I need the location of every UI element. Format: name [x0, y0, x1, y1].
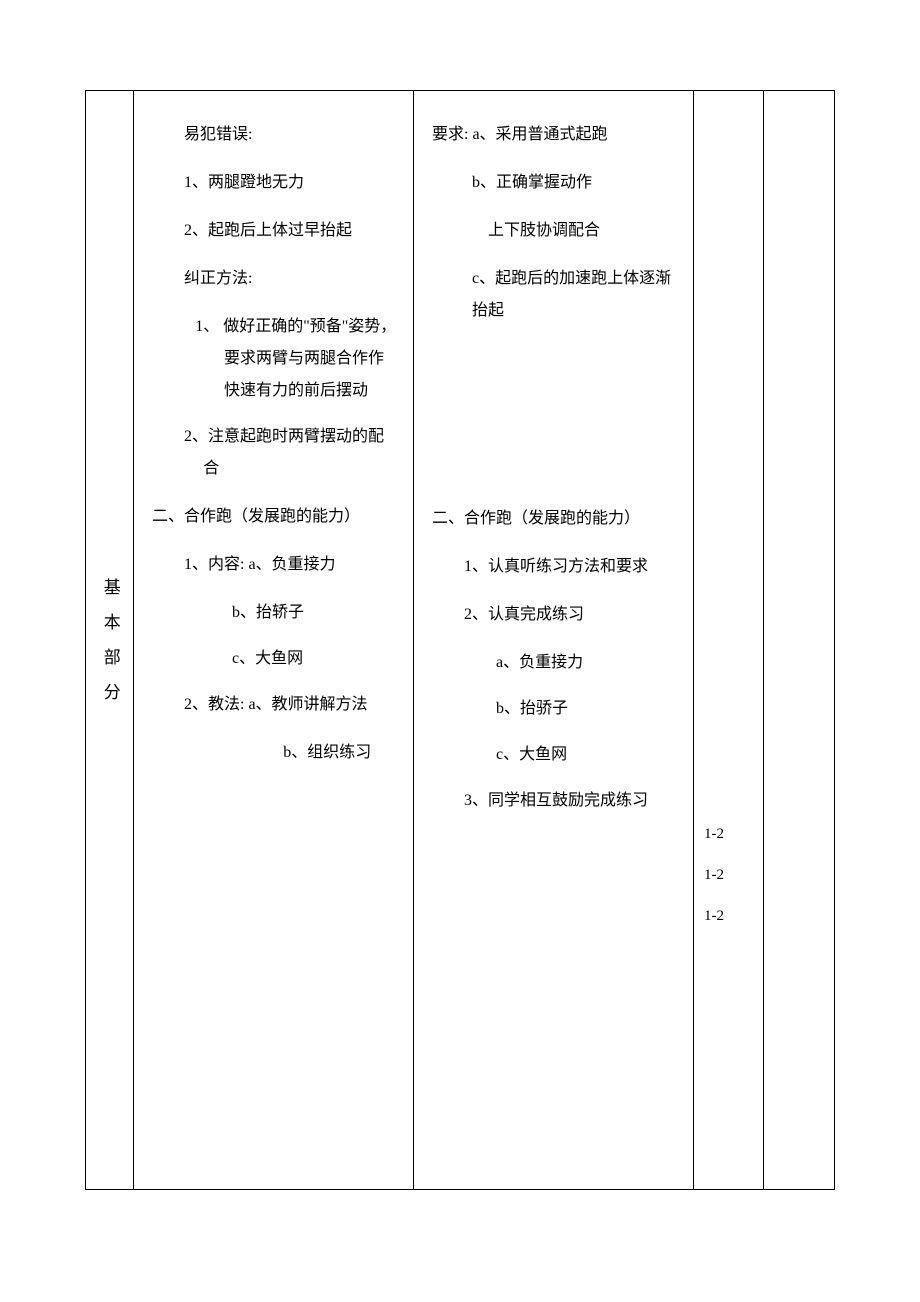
mid-item-1: 1、认真听练习方法和要求 — [432, 551, 679, 583]
mid-item-2b: b、抬骄子 — [432, 693, 679, 725]
error-item-1: 1、两腿蹬地无力 — [152, 167, 399, 199]
requirement-line-3: 上下肢协调配合 — [432, 215, 679, 247]
mid-item-3: 3、同学相互鼓励完成练习 — [432, 785, 679, 817]
count-3: 1-2 — [704, 903, 724, 930]
method-line-1: 2、教法: a、教师讲解方法 — [152, 689, 399, 721]
common-errors-heading: 易犯错误: — [152, 119, 399, 151]
mid-item-2: 2、认真完成练习 — [432, 599, 679, 631]
requirement-line-4: c、起跑后的加速跑上体逐渐抬起 — [432, 263, 679, 327]
content-line-1c: c、大鱼网 — [152, 643, 399, 675]
requirement-line-1: 要求: a、采用普通式起跑 — [432, 119, 679, 151]
correction-item-2: 2、注意起跑时两臂摆动的配合 — [171, 421, 399, 485]
content-line-1b: b、抬轿子 — [152, 597, 399, 629]
section-label: 基本部分 — [94, 578, 125, 718]
mid-section-2-heading: 二、合作跑（发展跑的能力） — [432, 503, 679, 535]
spacer — [432, 423, 679, 503]
correction-heading: 纠正方法: — [152, 263, 399, 295]
mid-item-2c: c、大鱼网 — [432, 739, 679, 771]
count-block: 1-2 1-2 1-2 — [704, 821, 724, 944]
section-label-column: 基本部分 — [86, 91, 134, 1189]
mid-item-2a: a、负重接力 — [432, 647, 679, 679]
teacher-column: 易犯错误: 1、两腿蹬地无力 2、起跑后上体过早抬起 纠正方法: 1、 做好正确… — [134, 91, 414, 1189]
count-1: 1-2 — [704, 821, 724, 848]
method-line-1b: b、组织练习 — [152, 737, 399, 769]
spacer — [432, 343, 679, 423]
correction-item-1: 1、 做好正确的"预备"姿势，要求两臂与两腿合作作快速有力的前后摆动 — [184, 311, 399, 407]
error-item-2: 2、起跑后上体过早抬起 — [152, 215, 399, 247]
requirement-line-2: b、正确掌握动作 — [432, 167, 679, 199]
count-2: 1-2 — [704, 862, 724, 889]
count-column: 1-2 1-2 1-2 — [694, 91, 764, 1189]
student-column: 要求: a、采用普通式起跑 b、正确掌握动作 上下肢协调配合 c、起跑后的加速跑… — [414, 91, 694, 1189]
lesson-table: 基本部分 易犯错误: 1、两腿蹬地无力 2、起跑后上体过早抬起 纠正方法: 1、… — [85, 90, 835, 1190]
blank-column — [764, 91, 834, 1189]
content-line-1: 1、内容: a、负重接力 — [152, 549, 399, 581]
section-2-heading: 二、合作跑（发展跑的能力） — [152, 501, 399, 533]
